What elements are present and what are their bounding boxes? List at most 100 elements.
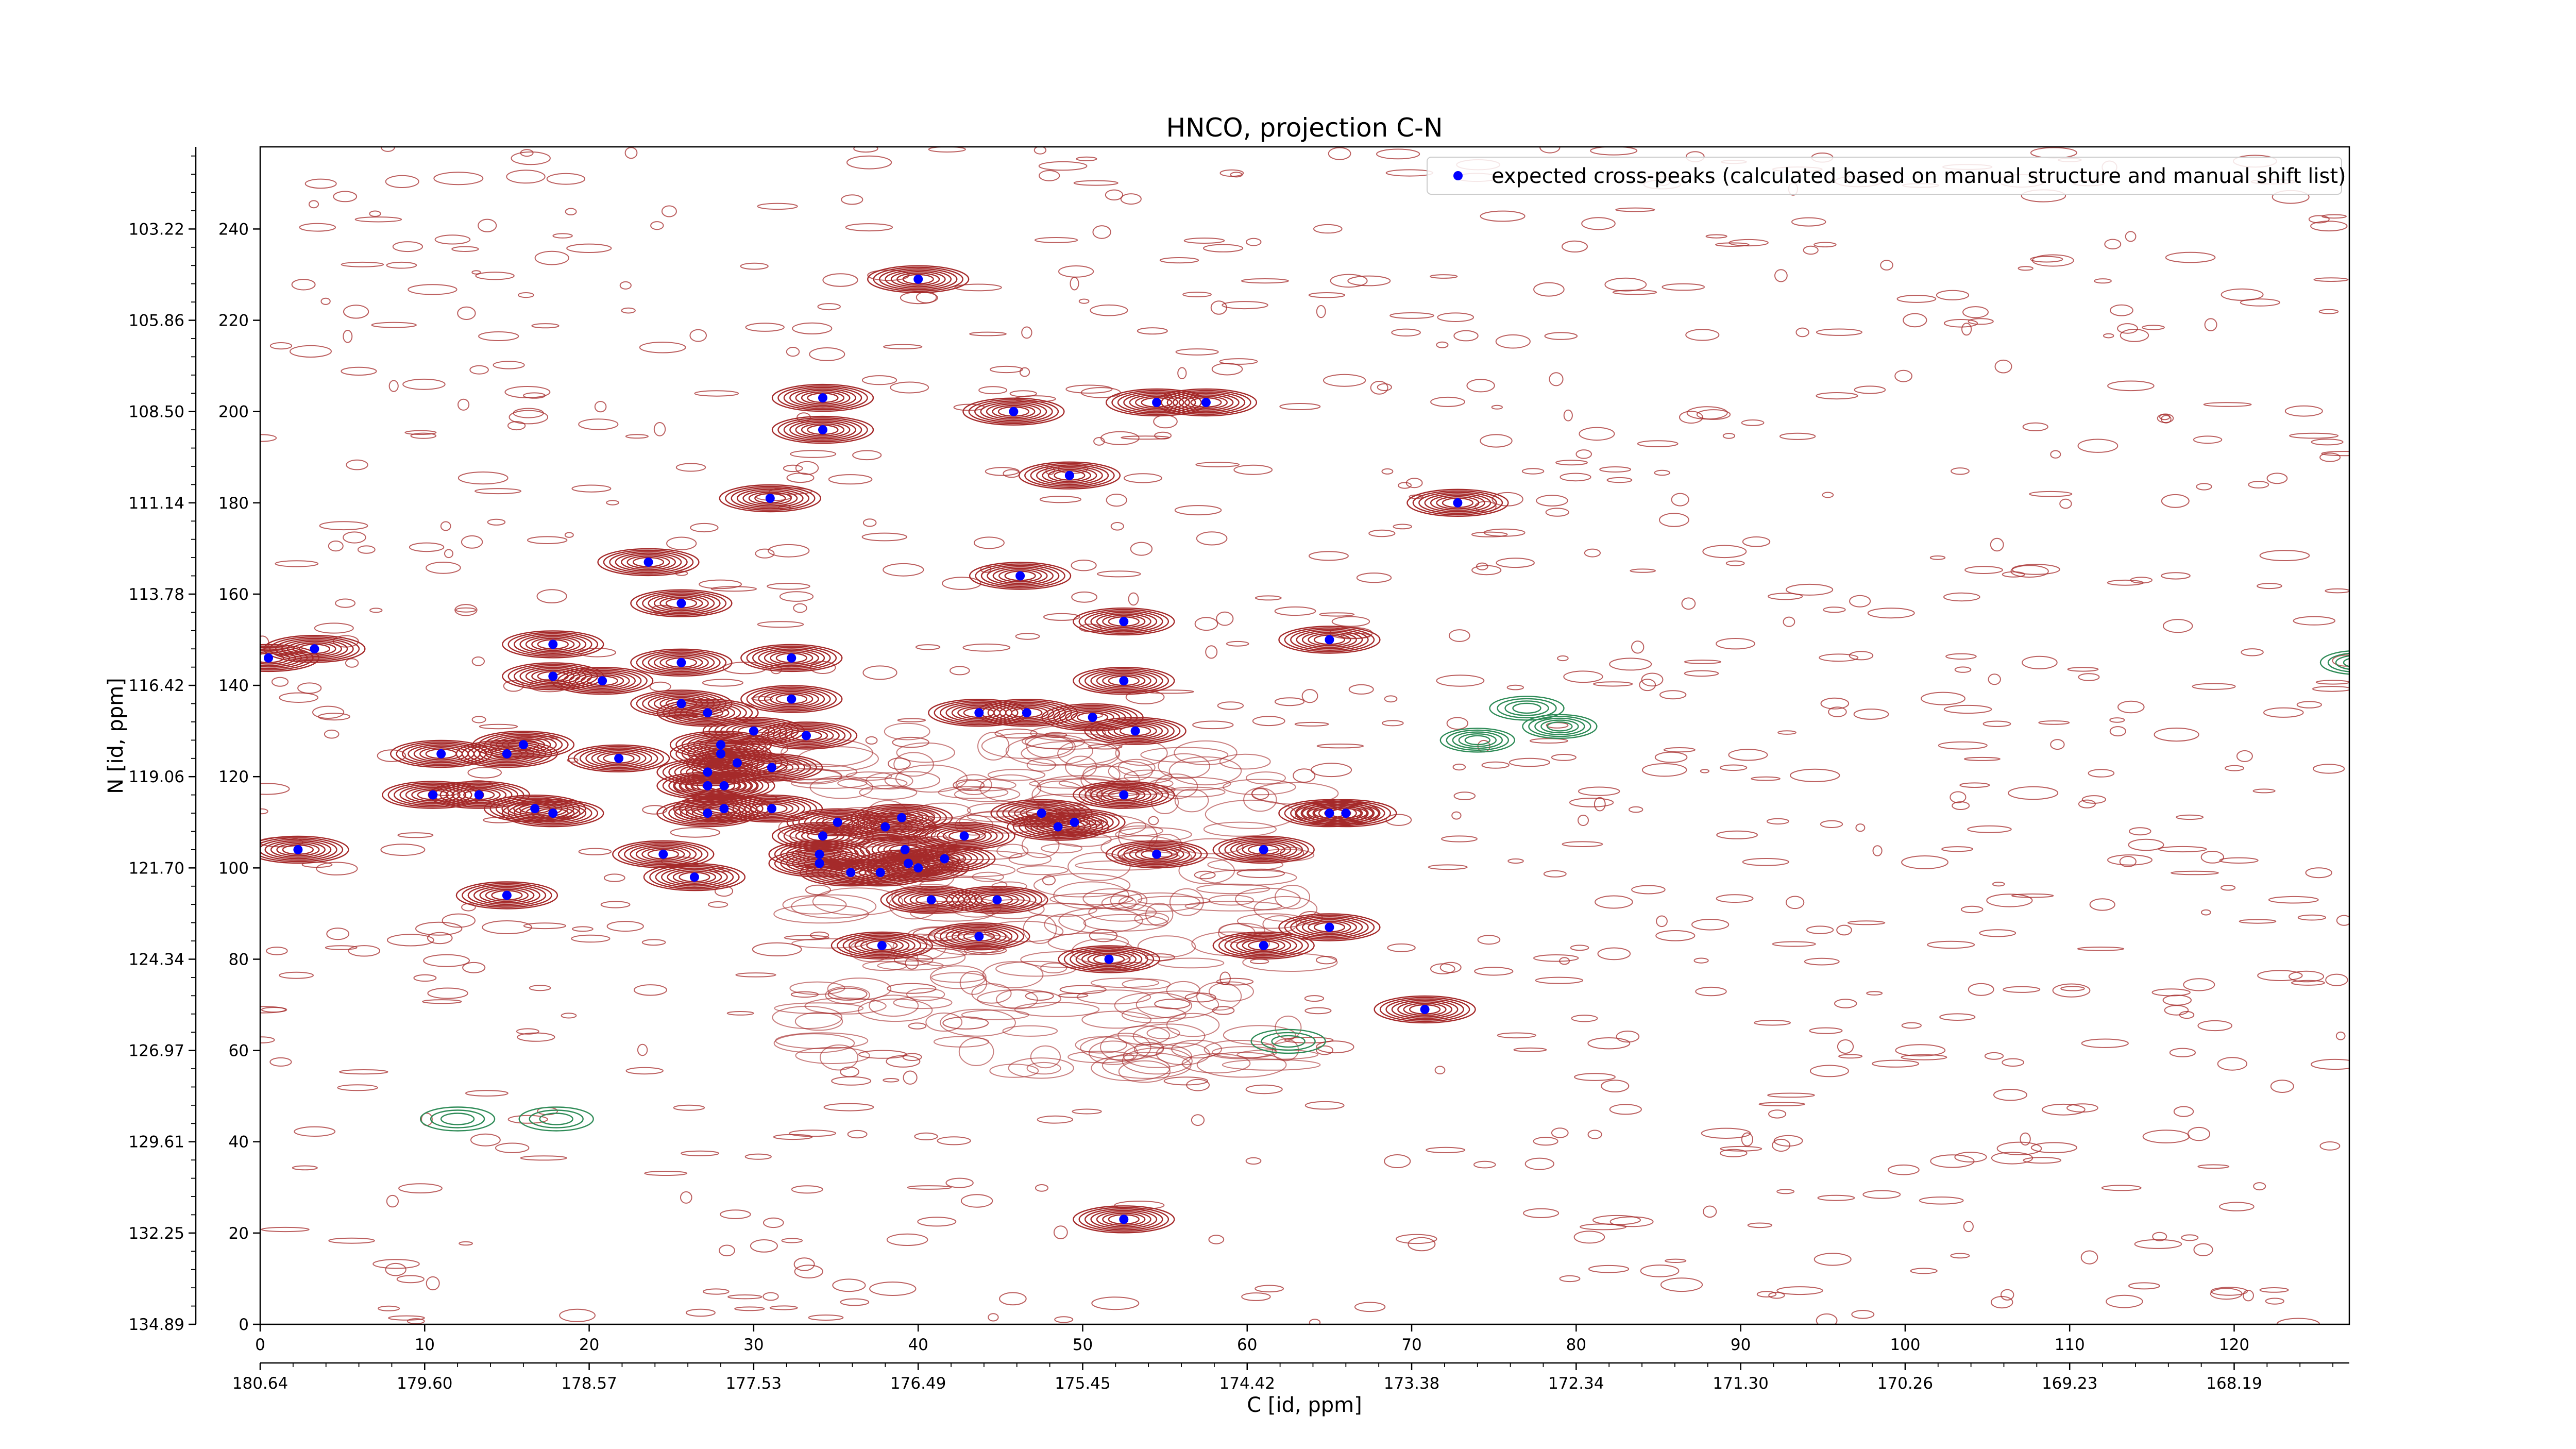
noise-contour: [606, 921, 644, 932]
noise-contour: [1453, 330, 1479, 342]
noise-contour: [915, 644, 941, 650]
cross-peak-marker: [940, 854, 950, 864]
peak-contour: [1012, 814, 1104, 839]
overlap-contour: [845, 771, 892, 781]
noise-contour: [343, 531, 366, 544]
noise-contour: [478, 218, 497, 232]
noise-contour: [1480, 210, 1526, 222]
overlap-contour: [795, 1047, 870, 1064]
overlap-contour: [820, 1044, 858, 1071]
x-ppm-tick-label: 176.49: [890, 1374, 946, 1393]
noise-contour: [1163, 1076, 1209, 1086]
noise-contour: [1936, 290, 1970, 300]
noise-contour: [1774, 269, 1788, 282]
noise-contour: [2270, 1080, 2294, 1093]
noise-contour: [1817, 1194, 1855, 1201]
noise-contour: [2110, 304, 2133, 316]
noise-contour: [1551, 754, 1577, 761]
noise-contour: [260, 434, 277, 442]
peak-contour: [744, 759, 800, 776]
noise-contour: [890, 381, 929, 394]
noise-contour: [2128, 838, 2164, 851]
peak-contour: [1096, 672, 1151, 689]
noise-contour: [1702, 545, 1747, 559]
peak-contour: [1218, 933, 1309, 958]
noise-contour: [1473, 1160, 1496, 1169]
x-axis-label: C [id, ppm]: [1247, 1393, 1362, 1417]
noise-contour: [2240, 298, 2280, 307]
x-tick-label: 100: [1890, 1336, 1920, 1354]
noise-contour: [1551, 1127, 1569, 1138]
y-tick-label: 200: [218, 403, 249, 422]
noise-contour: [1316, 1040, 1354, 1054]
peak-contour: [854, 937, 910, 954]
peak-contour: [795, 422, 851, 438]
noise-contour: [1960, 905, 1984, 914]
peak-contour: [1284, 800, 1375, 826]
cross-peak-marker: [1104, 954, 1114, 964]
cross-peak-marker: [548, 808, 558, 818]
cross-peak-marker: [703, 708, 713, 718]
cross-peak-marker: [264, 653, 273, 663]
noise-contour: [892, 736, 929, 748]
overlap-contour: [1181, 1053, 1251, 1074]
peak-contour: [514, 633, 592, 655]
noise-contour: [2252, 788, 2276, 794]
noise-contour: [1629, 806, 1643, 813]
overlap-contour: [972, 871, 1004, 882]
noise-contour: [1507, 858, 1524, 864]
noise-contour: [559, 1308, 596, 1322]
peak-contour: [783, 386, 862, 409]
noise-contour: [386, 261, 417, 269]
noise-contour: [745, 323, 785, 332]
noise-contour: [1954, 666, 1972, 673]
overlap-contour: [812, 887, 904, 916]
noise-contour: [2335, 1031, 2346, 1040]
noise-contour: [1950, 791, 1967, 803]
noise-contour: [1921, 692, 1965, 705]
noise-contour: [1659, 513, 1689, 527]
noise-contour: [328, 541, 344, 552]
noise-contour: [469, 365, 489, 375]
noise-contour: [290, 345, 332, 358]
peak-contour: [1218, 837, 1309, 863]
peak-contour: [993, 703, 1060, 722]
noise-contour: [2094, 278, 2112, 284]
noise-contour: [2080, 1250, 2098, 1265]
peak-contour: [969, 562, 1072, 590]
peak-contour: [1412, 490, 1503, 516]
noise-contour: [2311, 1058, 2349, 1070]
noise-contour: [404, 430, 437, 435]
noise-contour: [917, 1217, 957, 1227]
noise-contour: [752, 942, 802, 957]
peak-contour: [643, 863, 746, 891]
noise-contour: [316, 862, 358, 875]
noise-contour: [1901, 1054, 1947, 1060]
noise-contour: [1855, 823, 1866, 832]
noise-contour: [467, 767, 502, 779]
noise-contour: [852, 450, 882, 461]
noise-contour: [2325, 588, 2349, 594]
peak-contour: [1078, 782, 1170, 807]
overlap-contour: [893, 752, 934, 777]
peak-contour: [777, 385, 868, 411]
chart-title: HNCO, projection C-N: [1166, 113, 1443, 143]
peak-contour: [507, 800, 599, 826]
legend-label: expected cross-peaks (calculated based o…: [1492, 164, 2346, 188]
noise-contour: [1557, 655, 1569, 662]
overlap-contour: [1136, 990, 1219, 1019]
noise-contour: [1952, 801, 1970, 810]
noise-contour: [1979, 929, 2016, 937]
overlap-contour: [862, 961, 907, 971]
noise-contour: [396, 1275, 425, 1284]
noise-contour: [2311, 439, 2344, 446]
noise-contour: [1316, 305, 1326, 318]
noise-contour: [1252, 716, 1285, 727]
peak-contour: [1073, 607, 1175, 636]
noise-contour: [260, 1006, 286, 1014]
peak-contour: [1105, 840, 1208, 869]
noise-contour: [1773, 1135, 1803, 1147]
peak-contour: [1036, 820, 1080, 834]
noise-contour: [1043, 613, 1080, 621]
